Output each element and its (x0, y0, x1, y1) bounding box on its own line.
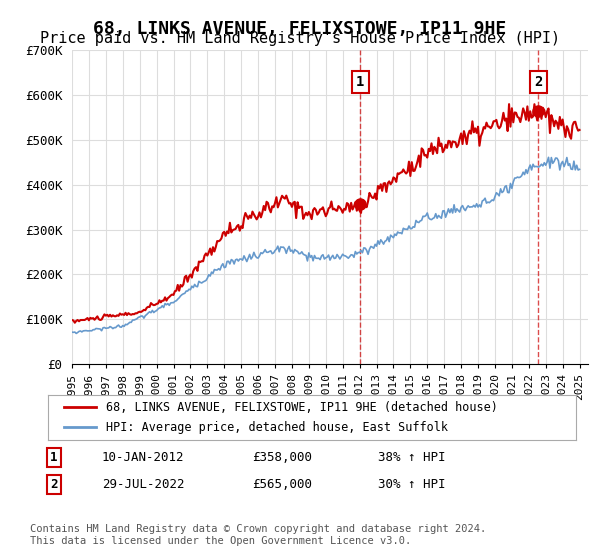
Text: 68, LINKS AVENUE, FELIXSTOWE, IP11 9HE (detached house): 68, LINKS AVENUE, FELIXSTOWE, IP11 9HE (… (106, 401, 498, 414)
Text: Price paid vs. HM Land Registry's House Price Index (HPI): Price paid vs. HM Land Registry's House … (40, 31, 560, 46)
Text: £358,000: £358,000 (252, 451, 312, 464)
Text: £565,000: £565,000 (252, 478, 312, 491)
Text: 1: 1 (50, 451, 58, 464)
Text: HPI: Average price, detached house, East Suffolk: HPI: Average price, detached house, East… (106, 421, 448, 433)
Text: 29-JUL-2022: 29-JUL-2022 (102, 478, 185, 491)
Text: Contains HM Land Registry data © Crown copyright and database right 2024.
This d: Contains HM Land Registry data © Crown c… (30, 524, 486, 546)
Text: 10-JAN-2012: 10-JAN-2012 (102, 451, 185, 464)
Text: 30% ↑ HPI: 30% ↑ HPI (378, 478, 445, 491)
Text: 2: 2 (50, 478, 58, 491)
Text: 1: 1 (356, 75, 364, 88)
Text: 2: 2 (534, 75, 542, 88)
Text: 38% ↑ HPI: 38% ↑ HPI (378, 451, 445, 464)
Text: 68, LINKS AVENUE, FELIXSTOWE, IP11 9HE: 68, LINKS AVENUE, FELIXSTOWE, IP11 9HE (94, 20, 506, 38)
